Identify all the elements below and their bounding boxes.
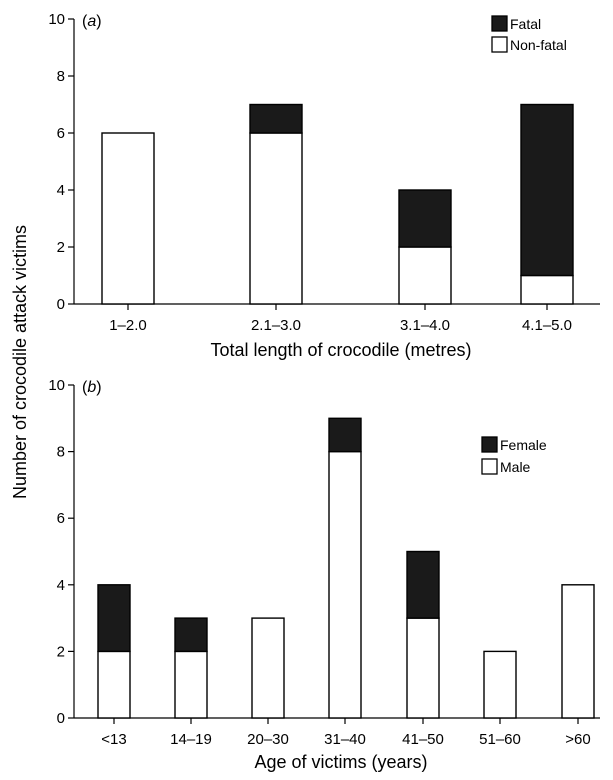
x-tick-label: 31–40 — [324, 731, 366, 748]
bar-male-4 — [406, 617, 440, 719]
y-axis-title: Number of crocodile attack victims — [10, 225, 30, 499]
y-tick-label: 8 — [57, 444, 65, 461]
x-tick-label: 41–50 — [402, 731, 444, 748]
bar-male-3 — [328, 450, 362, 719]
bar-female-4 — [406, 550, 440, 619]
panel-a: 0 2 4 6 8 10 (a) 1–2.0 2.1–3.0 3.1–4.0 4.1–5.0 Tota… — [48, 11, 600, 360]
panel-b: 0 2 4 6 8 10 (b) <13 14–19 20–30 31–40 41–50 51–60 >6… — [48, 377, 600, 772]
x-tick-label: >60 — [565, 731, 590, 748]
bar-non-fatal-0 — [101, 132, 155, 305]
bar-non-fatal-3 — [520, 274, 574, 305]
bar-female-0 — [97, 584, 131, 653]
y-tick-label: 4 — [57, 577, 65, 594]
panel-label-letter: a — [87, 13, 96, 30]
bar-non-fatal-1 — [249, 132, 303, 305]
panel-label-close: ) — [96, 13, 101, 30]
x-axis-title: Age of victims (years) — [254, 752, 427, 772]
x-tick-label: 14–19 — [170, 731, 212, 748]
y-tick-label: 6 — [57, 125, 65, 142]
bar-female-3 — [328, 417, 362, 453]
y-tick-label: 10 — [48, 11, 65, 28]
x-tick-label: 4.1–5.0 — [522, 317, 572, 334]
legend-swatch — [491, 36, 508, 53]
x-axis-title: Total length of crocodile (metres) — [210, 340, 471, 360]
y-tick-label: 8 — [57, 68, 65, 85]
y-tick-label: 10 — [48, 377, 65, 394]
y-tick-label: 2 — [57, 643, 65, 660]
x-tick-label: 51–60 — [479, 731, 521, 748]
legend-label: Non-fatal — [510, 37, 567, 53]
y-tick-label: 4 — [57, 182, 65, 199]
legend-swatch — [481, 458, 498, 475]
bar-male-1 — [174, 650, 208, 719]
legend-swatch — [491, 15, 508, 32]
bar-male-6 — [561, 584, 595, 719]
panel-label-letter: b — [87, 379, 96, 396]
panel-label-open: ( — [82, 379, 88, 396]
y-tick-label: 2 — [57, 239, 65, 256]
legend-label: Female — [500, 437, 547, 453]
panel-label-close: ) — [96, 379, 101, 396]
legend-label: Fatal — [510, 16, 541, 32]
panel-label: (a) — [82, 13, 102, 30]
panel-label: (b) — [82, 379, 102, 396]
x-tick-label: 3.1–4.0 — [400, 317, 450, 334]
y-tick-label: 0 — [57, 296, 65, 313]
bar-fatal-2 — [398, 189, 452, 248]
legend-swatch — [481, 436, 498, 453]
bar-male-0 — [97, 650, 131, 719]
bar-male-5 — [483, 650, 517, 719]
x-tick-label: 20–30 — [247, 731, 289, 748]
y-tick-label: 0 — [57, 710, 65, 727]
x-tick-label: 1–2.0 — [109, 317, 147, 334]
bar-non-fatal-2 — [398, 246, 452, 305]
bar-fatal-1 — [249, 103, 303, 134]
panel-label-open: ( — [82, 13, 88, 30]
bar-fatal-3 — [520, 103, 574, 277]
y-tick-label: 6 — [57, 510, 65, 527]
x-tick-label: 2.1–3.0 — [251, 317, 301, 334]
bar-male-2 — [251, 617, 285, 719]
bar-female-1 — [174, 617, 208, 653]
x-tick-label: <13 — [101, 731, 126, 748]
legend-label: Male — [500, 459, 531, 475]
